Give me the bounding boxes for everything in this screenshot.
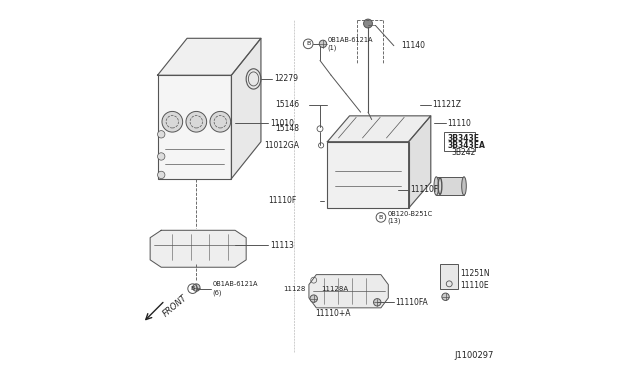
Polygon shape [309,275,388,308]
Text: J1100297: J1100297 [454,350,493,359]
Ellipse shape [434,177,438,195]
Circle shape [364,19,372,28]
Ellipse shape [461,177,467,195]
Polygon shape [328,142,408,208]
Text: B: B [191,286,195,291]
Text: 11121Z: 11121Z [433,100,461,109]
Text: 11251N: 11251N [460,269,490,278]
Text: 3B343EA: 3B343EA [447,141,485,150]
Text: B: B [306,41,310,46]
Circle shape [442,293,449,301]
Circle shape [162,112,182,132]
Text: 3B242: 3B242 [451,148,476,157]
Circle shape [193,284,200,291]
Text: 11012GA: 11012GA [265,141,300,150]
Text: B: B [379,215,383,220]
Text: 11110F: 11110F [268,196,296,205]
Polygon shape [157,75,232,179]
Text: 3B343E: 3B343E [447,134,479,142]
Text: 11128A: 11128A [321,286,348,292]
Text: 0B1AB-6121A: 0B1AB-6121A [212,281,258,287]
Text: 12279: 12279 [274,74,298,83]
Text: (6): (6) [212,289,221,296]
Text: FRONT: FRONT [161,294,189,319]
Text: 15146: 15146 [276,100,300,109]
Circle shape [210,112,230,132]
Polygon shape [232,38,261,179]
Polygon shape [436,177,464,195]
Text: (1): (1) [328,44,337,51]
Text: (13): (13) [387,218,401,224]
Circle shape [310,295,317,302]
Text: 15148: 15148 [276,124,300,133]
Text: 0B120-B251C: 0B120-B251C [387,211,433,217]
Circle shape [374,299,381,306]
Text: 11140: 11140 [401,41,425,50]
Circle shape [157,153,165,160]
Circle shape [319,40,326,48]
Polygon shape [150,230,246,267]
Circle shape [157,131,165,138]
Text: 11110+A: 11110+A [315,309,351,318]
Text: 11128: 11128 [284,286,306,292]
Text: 11010: 11010 [270,119,294,128]
Polygon shape [440,263,458,289]
Text: 11113: 11113 [270,241,294,250]
Polygon shape [408,116,431,208]
Polygon shape [157,38,261,75]
Circle shape [157,171,165,179]
Polygon shape [328,116,431,142]
Circle shape [186,112,207,132]
Text: 11110F: 11110F [410,185,438,194]
Text: 11110: 11110 [447,119,471,128]
Text: 11110FA: 11110FA [396,298,428,307]
Text: 11110E: 11110E [460,281,489,290]
Text: 0B1AB-6121A: 0B1AB-6121A [328,37,373,43]
